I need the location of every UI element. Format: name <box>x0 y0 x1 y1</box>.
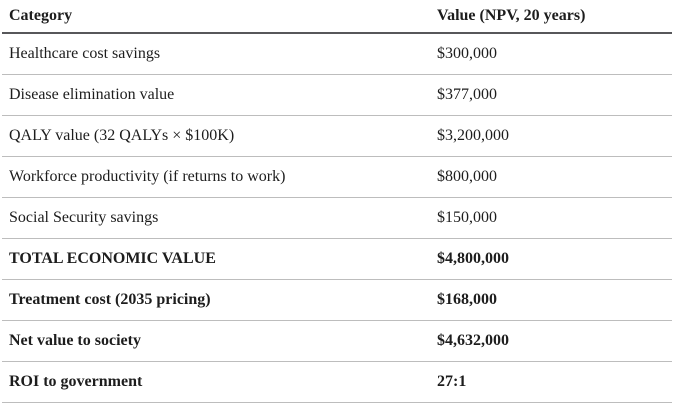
table-row: Net value to society $4,632,000 <box>2 320 672 361</box>
value-cell: $377,000 <box>437 85 497 103</box>
value-cell: $800,000 <box>437 167 497 185</box>
value-cell: $3,200,000 <box>437 126 509 144</box>
column-header-value: Value (NPV, 20 years) <box>430 0 672 34</box>
category-cell: Treatment cost (2035 pricing) <box>9 290 211 308</box>
value-cell: $4,632,000 <box>437 331 509 349</box>
table-row: QALY value (32 QALYs × $100K) $3,200,000 <box>2 115 672 156</box>
category-cell: ROI to government <box>9 372 143 390</box>
table-row: ROI to government 27:1 <box>2 361 672 402</box>
table-row: Social Security savings $150,000 <box>2 197 672 238</box>
value-cell: 27:1 <box>437 372 467 390</box>
category-cell: TOTAL ECONOMIC VALUE <box>9 249 216 267</box>
category-cell: Net value to society <box>9 331 141 349</box>
category-cell: Healthcare cost savings <box>9 44 161 62</box>
table-header-row: Category Value (NPV, 20 years) <box>2 0 672 34</box>
category-cell: Social Security savings <box>9 208 159 226</box>
table-row: Workforce productivity (if returns to wo… <box>2 156 672 197</box>
economic-value-table: Category Value (NPV, 20 years) Healthcar… <box>2 0 672 403</box>
column-header-category: Category <box>2 0 430 34</box>
value-cell: $168,000 <box>437 290 497 308</box>
category-cell: Disease elimination value <box>9 85 175 103</box>
table-row: Healthcare cost savings $300,000 <box>2 33 672 74</box>
table-body: Healthcare cost savings $300,000 Disease e… <box>2 33 672 402</box>
value-cell: $150,000 <box>437 208 497 226</box>
table-row: TOTAL ECONOMIC VALUE $4,800,000 <box>2 238 672 279</box>
category-cell: QALY value (32 QALYs × $100K) <box>9 126 235 144</box>
category-cell: Workforce productivity (if returns to wo… <box>9 167 286 185</box>
value-cell: $300,000 <box>437 44 497 62</box>
value-cell: $4,800,000 <box>437 249 509 267</box>
table-row: Disease elimination value $377,000 <box>2 74 672 115</box>
table-row: Treatment cost (2035 pricing) $168,000 <box>2 279 672 320</box>
